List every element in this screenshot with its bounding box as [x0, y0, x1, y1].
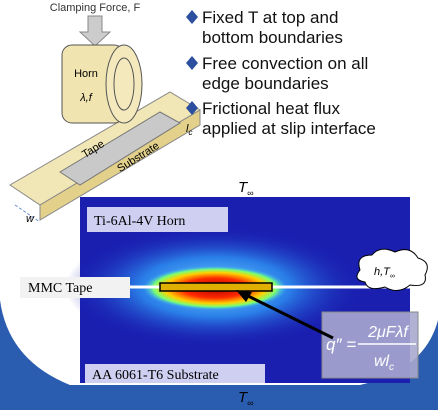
bullet-line: Fixed T at top and	[202, 8, 338, 27]
bullet-list: Fixed T at top and bottom boundaries Fre…	[186, 8, 376, 138]
bullet-line: bottom boundaries	[202, 28, 343, 47]
force-arrow	[80, 16, 110, 46]
bullet-line: applied at slip interface	[202, 119, 376, 138]
formula-numerator: 2μFλf	[367, 324, 409, 341]
horn-material: Ti-6Al-4V Horn	[94, 214, 185, 229]
substrate-material: AA 6061-T6 Substrate	[92, 368, 219, 383]
horn-face	[106, 45, 142, 123]
bullet-marker	[186, 10, 198, 24]
top-temp: T∞	[238, 179, 254, 198]
horn-label: Horn	[74, 68, 98, 80]
convection-cloud	[357, 249, 427, 290]
bullet-line: Frictional heat flux	[202, 99, 340, 118]
force-label: Clamping Force, F	[50, 2, 141, 14]
slide: Clamping Force, F Horn λ,f Tape Substrat…	[0, 0, 438, 410]
tape-material: MMC Tape	[28, 281, 92, 296]
width-label: w	[26, 213, 35, 225]
tape-region	[160, 283, 272, 291]
bullet-line: edge boundaries	[202, 74, 329, 93]
bullet-marker	[186, 56, 198, 70]
formula-lhs: q″ =	[326, 335, 356, 354]
horn-params: λ,f	[79, 92, 92, 104]
bullet-line: Free convection on all	[202, 54, 368, 73]
